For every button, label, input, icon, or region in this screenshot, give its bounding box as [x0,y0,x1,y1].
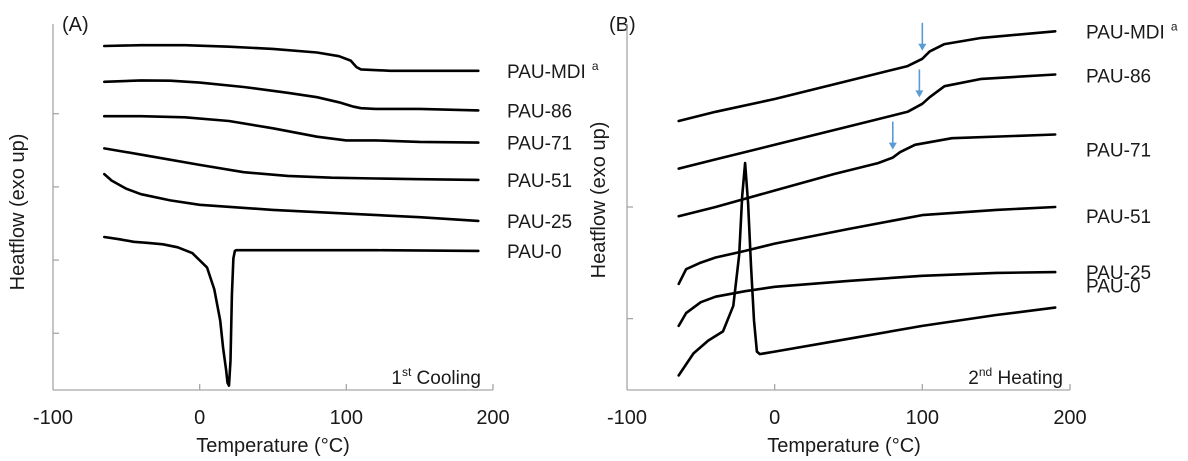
y-axis-label: Heatflow (exo up) [7,134,29,291]
x-tick-label: 200 [1053,407,1086,429]
annotation-base: 2 [968,368,979,389]
x-tick-label: -100 [607,407,647,429]
series-line-pau-mdi [103,43,480,73]
series-line-pau-25 [103,172,480,223]
series-label: PAU-51 [1086,207,1151,228]
annotation-base: 1 [391,368,402,389]
series-label: PAU-MDI a [1086,19,1178,43]
tg-arrow-head [915,90,924,98]
x-tick-label: 0 [194,407,205,429]
x-axis-label: Temperature (°C) [767,435,921,457]
series-line-pau-86 [103,79,480,112]
y-axis-label: Heatflow (exo up) [588,122,610,279]
annotation-superscript: nd [979,365,992,379]
tg-arrow-head [888,142,897,150]
x-tick-label: 100 [906,407,939,429]
series-line-pau-25 [677,270,1057,328]
panel-b-heating: (B) Heatflow (exo up) Temperature (°C) 2… [588,14,1178,457]
panel-a-cooling: (A) Heatflow (exo up) Temperature (°C) 1… [7,14,599,457]
series-label: PAU-86 [507,101,572,122]
series-label: PAU-0 [507,242,562,263]
series-label: PAU-86 [1086,67,1151,88]
series-line-pau-51 [103,147,480,182]
series-line-pau-71 [677,133,1057,218]
series-line-pau-0 [103,235,480,387]
series-line-pau-mdi [677,30,1057,123]
annotation-label: 1st Cooling [391,365,481,389]
annotation-rest: Cooling [411,368,481,389]
series-label: PAU-MDI a [507,59,599,83]
series-label: PAU-51 [507,171,572,192]
x-axis-label: Temperature (°C) [196,435,350,457]
series-line-pau-71 [103,114,480,144]
series-label: PAU-71 [1086,141,1151,162]
x-tick-label: 200 [476,407,509,429]
series-line-pau-51 [677,205,1057,286]
annotation-rest: Heating [992,368,1063,389]
series-label: PAU-0 [1086,277,1141,298]
panel-label: (B) [609,14,636,36]
series-label: PAU-25 [507,212,572,233]
x-tick-label: -100 [33,407,73,429]
series-label: PAU-71 [507,134,572,155]
series-line-pau-86 [677,73,1057,170]
annotation-label: 2nd Heating [968,365,1063,389]
series-line-pau-0 [677,161,1057,377]
x-tick-label: 0 [769,407,780,429]
tg-arrow-head [918,43,927,51]
x-tick-label: 100 [330,407,363,429]
annotation-superscript: st [402,365,412,379]
series-label: PAU-25 [1086,263,1151,284]
panel-label: (A) [62,14,89,36]
